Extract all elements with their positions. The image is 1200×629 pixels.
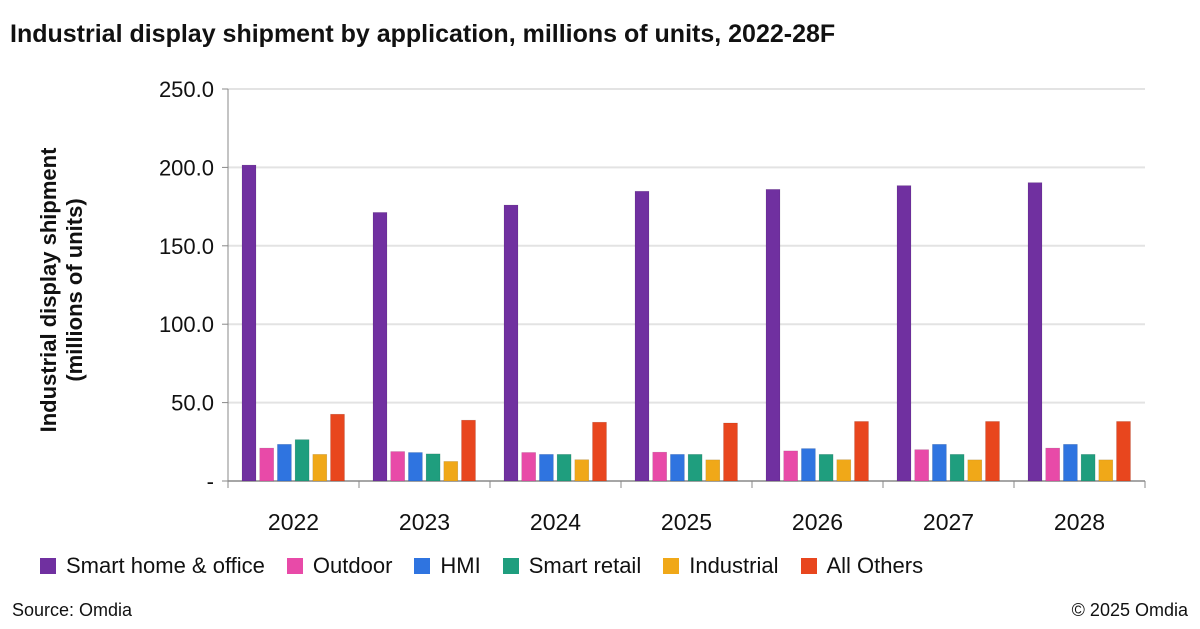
bar-smart-retail-2025 bbox=[687, 454, 703, 482]
bar-smart-retail-2022 bbox=[294, 439, 310, 482]
legend-item: Outdoor bbox=[286, 553, 393, 579]
copyright-note: © 2025 Omdia bbox=[1071, 600, 1188, 620]
legend-label: HMI bbox=[440, 553, 481, 578]
legend-swatch bbox=[414, 558, 431, 574]
bar-industrial-2025 bbox=[705, 459, 721, 482]
source-note: Source: Omdia bbox=[12, 600, 133, 620]
x-tick-label: 2023 bbox=[399, 509, 450, 535]
bar-industrial-2027 bbox=[967, 459, 983, 482]
bar-smart-retail-2028 bbox=[1080, 454, 1096, 482]
y-tick-label: 150.0 bbox=[159, 234, 214, 259]
legend-item: HMI bbox=[414, 553, 481, 579]
bar-all-others-2027 bbox=[985, 421, 1000, 482]
legend-label: Outdoor bbox=[312, 553, 393, 578]
bar-hmi-2026 bbox=[801, 448, 816, 482]
bar-smart-retail-2026 bbox=[818, 454, 834, 482]
bar-all-others-2025 bbox=[723, 422, 738, 482]
bar-hmi-2027 bbox=[932, 444, 947, 482]
bar-hmi-2028 bbox=[1063, 444, 1078, 482]
bar-industrial-2023 bbox=[443, 461, 459, 482]
bar-outdoor-2025 bbox=[652, 451, 668, 482]
legend-item: Smart retail bbox=[502, 553, 642, 579]
legend-item: Industrial bbox=[663, 553, 779, 579]
y-tick-label: - bbox=[207, 469, 214, 494]
legend-swatch bbox=[663, 558, 680, 574]
legend-swatch bbox=[286, 558, 303, 574]
bar-smart-home-office-2022 bbox=[241, 164, 257, 482]
bar-industrial-2024 bbox=[574, 459, 590, 482]
legend-label: Smart home & office bbox=[66, 553, 265, 578]
bar-smart-home-office-2026 bbox=[765, 189, 781, 482]
y-tick-label: 50.0 bbox=[171, 391, 214, 416]
bar-smart-home-office-2027 bbox=[896, 185, 912, 482]
bar-hmi-2022 bbox=[277, 444, 292, 482]
y-tick-label: 100.0 bbox=[159, 312, 214, 337]
legend-item: All Others bbox=[800, 553, 924, 579]
legend-label: All Others bbox=[826, 553, 924, 578]
bar-smart-home-office-2025 bbox=[634, 190, 650, 482]
chart-title: Industrial display shipment by applicati… bbox=[10, 20, 836, 48]
x-tick-label: 2026 bbox=[792, 509, 843, 535]
bar-smart-home-office-2024 bbox=[503, 204, 519, 482]
legend-item: Smart home & office bbox=[40, 553, 265, 579]
bar-outdoor-2026 bbox=[783, 450, 799, 482]
legend-swatch bbox=[800, 558, 817, 574]
bar-outdoor-2024 bbox=[521, 452, 537, 482]
y-tick-label: 200.0 bbox=[159, 155, 214, 180]
x-tick-label: 2024 bbox=[530, 509, 581, 535]
legend-label: Smart retail bbox=[528, 553, 642, 578]
bar-industrial-2028 bbox=[1098, 459, 1114, 482]
legend-swatch bbox=[40, 558, 56, 574]
bar-hmi-2025 bbox=[670, 454, 685, 482]
bar-all-others-2026 bbox=[854, 421, 869, 482]
bar-outdoor-2023 bbox=[390, 451, 406, 482]
x-tick-label: 2027 bbox=[923, 509, 974, 535]
bar-all-others-2024 bbox=[592, 421, 607, 482]
bar-smart-retail-2023 bbox=[425, 453, 441, 482]
bar-industrial-2022 bbox=[312, 454, 328, 482]
legend-swatch bbox=[502, 558, 519, 574]
bar-industrial-2026 bbox=[836, 459, 852, 482]
bar-all-others-2028 bbox=[1116, 421, 1131, 482]
bar-hmi-2023 bbox=[408, 452, 423, 482]
x-tick-label: 2025 bbox=[661, 509, 712, 535]
x-tick-label: 2028 bbox=[1054, 509, 1105, 535]
legend-label: Industrial bbox=[689, 553, 779, 578]
legend: Smart home & office Outdoor HMI Smart retai… bbox=[40, 553, 945, 579]
bar-smart-home-office-2028 bbox=[1027, 182, 1043, 482]
bar-smart-retail-2024 bbox=[556, 454, 572, 482]
bar-outdoor-2028 bbox=[1045, 447, 1060, 482]
bar-all-others-2022 bbox=[330, 413, 345, 482]
bar-smart-retail-2027 bbox=[949, 454, 965, 482]
x-tick-label: 2022 bbox=[268, 509, 319, 535]
bar-smart-home-office-2023 bbox=[372, 212, 388, 482]
bar-outdoor-2022 bbox=[259, 447, 275, 482]
bar-hmi-2024 bbox=[539, 454, 554, 482]
bar-outdoor-2027 bbox=[914, 449, 930, 482]
bar-all-others-2023 bbox=[461, 419, 476, 482]
y-tick-label: 250.0 bbox=[159, 77, 214, 102]
